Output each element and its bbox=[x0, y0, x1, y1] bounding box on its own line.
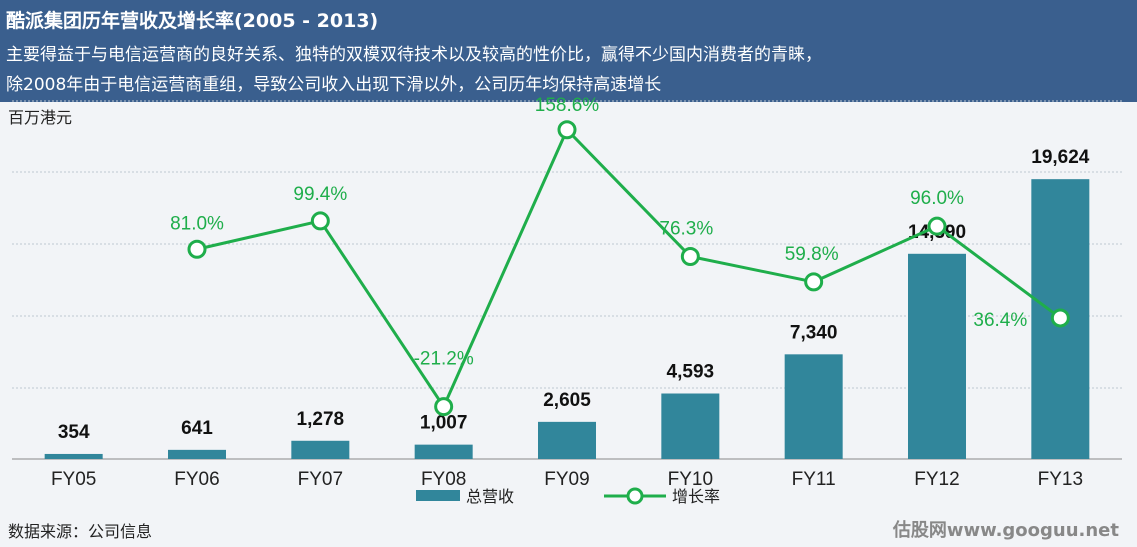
legend-growth-label: 增长率 bbox=[672, 487, 720, 506]
revenue-bar bbox=[538, 421, 596, 459]
growth-rate-label: 81.0% bbox=[170, 213, 224, 234]
chart-title: 酷派集团历年营收及增长率(2005 - 2013) bbox=[6, 10, 379, 32]
revenue-bar bbox=[908, 253, 966, 459]
growth-rate-label: 158.6% bbox=[535, 95, 600, 116]
growth-rate-label: 36.4% bbox=[973, 310, 1027, 331]
growth-rate-point bbox=[187, 239, 207, 259]
x-tick-label: FY11 bbox=[792, 469, 836, 490]
growth-rate-label: 96.0% bbox=[910, 188, 964, 209]
revenue-value-label: 1,278 bbox=[297, 409, 345, 430]
legend-revenue-swatch bbox=[416, 490, 460, 501]
revenue-bar bbox=[414, 444, 473, 459]
revenue-value-label: 354 bbox=[58, 422, 90, 443]
x-tick-label: FY10 bbox=[668, 469, 713, 490]
growth-rate-point bbox=[1050, 308, 1070, 328]
growth-rate-point bbox=[804, 272, 824, 292]
growth-rate-line bbox=[196, 127, 1062, 410]
revenue-value-label: 4,593 bbox=[667, 362, 715, 383]
data-source: 数据来源：公司信息 bbox=[8, 522, 153, 541]
growth-rate-label: 59.8% bbox=[785, 244, 839, 265]
subtitle-line-1: 主要得益于与电信运营商的良好关系、独特的双模双待技术以及较高的性价比，赢得不少国… bbox=[6, 45, 822, 65]
revenue-bar bbox=[661, 393, 720, 459]
revenue-bar bbox=[44, 453, 103, 459]
subtitle-line-2: 除2008年由于电信运营商重组，导致公司收入出现下滑以外，公司历年均保持高速增长 bbox=[6, 75, 662, 95]
revenue-value-label: 19,624 bbox=[1031, 147, 1090, 168]
revenue-value-label: 7,340 bbox=[790, 322, 838, 343]
growth-rate-point bbox=[557, 120, 577, 140]
watermark: 估股网www.googuu.net bbox=[892, 520, 1119, 541]
x-tick-label: FY13 bbox=[1038, 469, 1083, 490]
x-tick-label: FY05 bbox=[51, 469, 96, 490]
revenue-value-label: 641 bbox=[181, 418, 213, 439]
revenue-bar bbox=[784, 354, 843, 459]
x-tick-label: FY12 bbox=[914, 469, 959, 490]
growth-rate-point bbox=[927, 216, 947, 236]
revenue-value-label: 1,007 bbox=[420, 413, 468, 434]
x-tick-label: FY09 bbox=[544, 469, 589, 490]
growth-rate-label: 99.4% bbox=[293, 184, 347, 205]
x-tick-label: FY07 bbox=[298, 469, 343, 490]
x-tick-label: FY08 bbox=[421, 469, 466, 490]
growth-rate-point bbox=[434, 397, 454, 417]
x-tick-label: FY06 bbox=[174, 469, 219, 490]
legend-growth-marker bbox=[626, 487, 644, 505]
unit-label: 百万港元 bbox=[8, 108, 73, 127]
growth-rate-point bbox=[680, 246, 700, 266]
legend-revenue-label: 总营收 bbox=[466, 487, 514, 506]
growth-rate-point bbox=[310, 211, 330, 231]
revenue-bar bbox=[168, 449, 226, 459]
growth-rate-label: 76.3% bbox=[659, 218, 713, 239]
growth-rate-label: -21.2% bbox=[414, 349, 474, 370]
revenue-value-label: 2,605 bbox=[543, 390, 591, 411]
header-banner: 酷派集团历年营收及增长率(2005 - 2013) 主要得益于与电信运营商的良好… bbox=[0, 0, 1137, 102]
revenue-bar bbox=[291, 440, 350, 459]
